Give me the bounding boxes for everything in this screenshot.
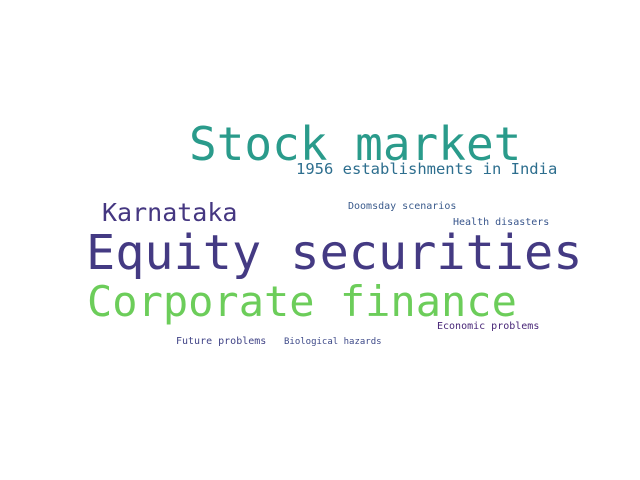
word-biological-hazards: Biological hazards (284, 337, 382, 347)
word-karnataka: Karnataka (102, 198, 238, 227)
word-health-disasters: Health disasters (453, 217, 550, 228)
word-future-problems: Future problems (176, 336, 267, 347)
word-economic-problems: Economic problems (437, 321, 540, 332)
word-equity-securities: Equity securities (86, 225, 583, 281)
word-corporate-finance: Corporate finance (87, 277, 517, 326)
word-doomsday-scenarios: Doomsday scenarios (348, 201, 457, 212)
word-stock-market: Stock market (189, 117, 522, 171)
word-1956-establishments-in-india: 1956 establishments in India (296, 160, 558, 178)
